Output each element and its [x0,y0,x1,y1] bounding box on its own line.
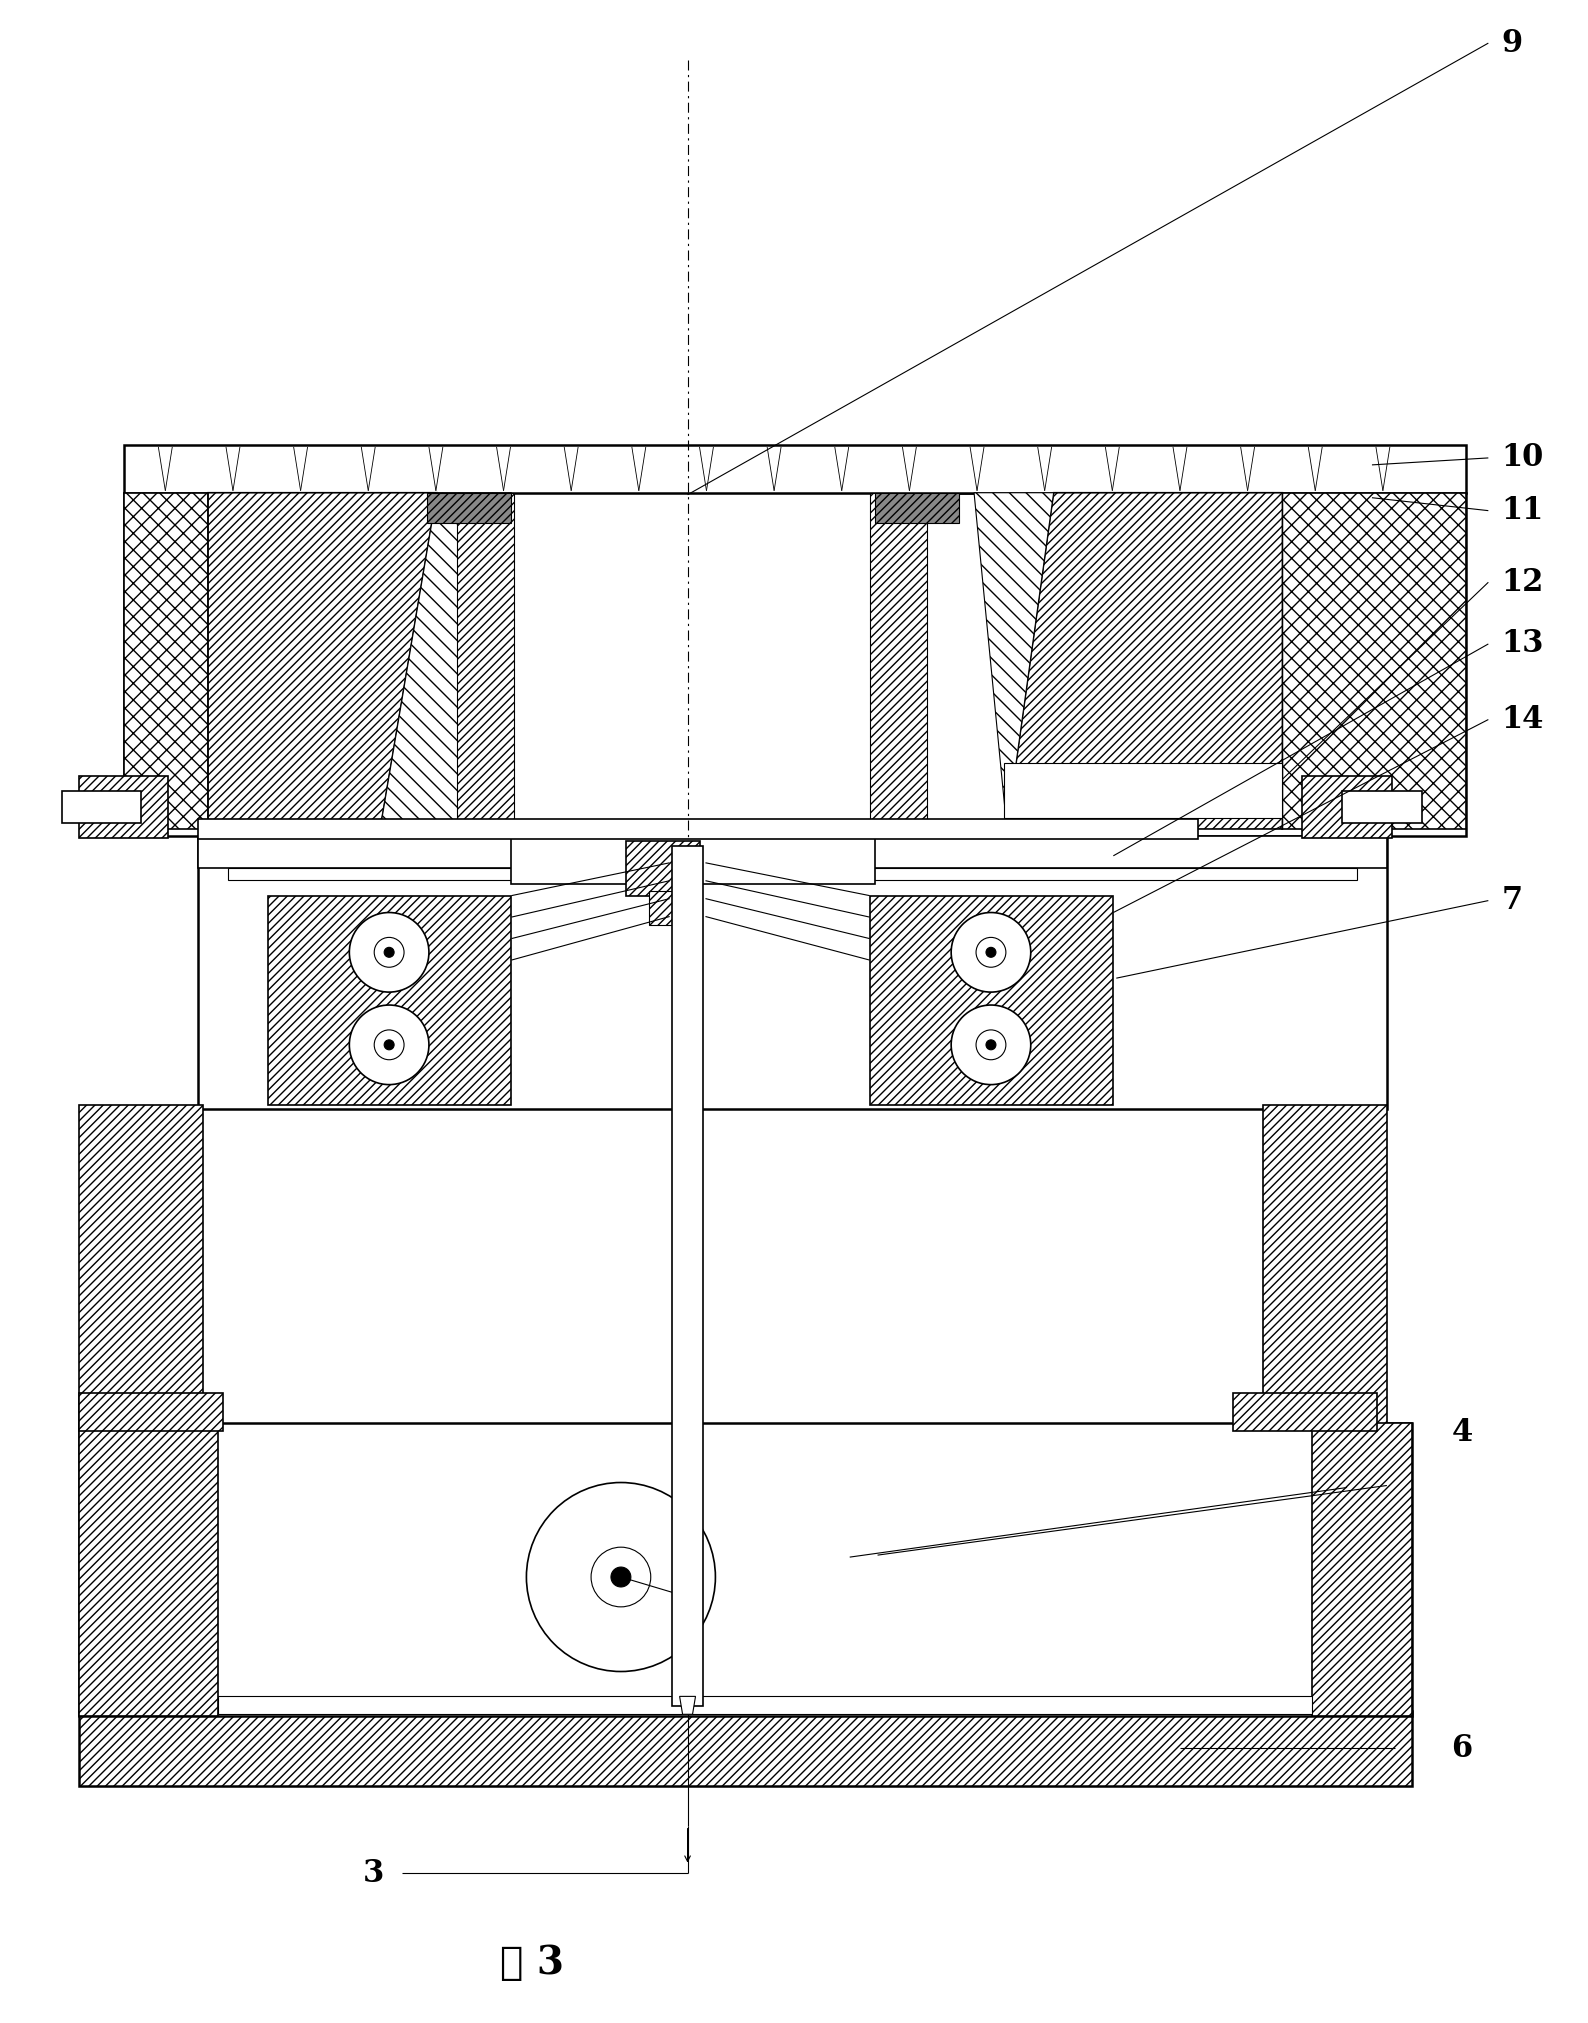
Bar [79,777,168,838]
Bar [1302,777,1391,838]
Bar [1004,763,1283,817]
Polygon shape [380,494,511,829]
Circle shape [349,1005,429,1084]
Bar [79,1394,222,1430]
Circle shape [384,1040,394,1050]
Bar [870,494,927,831]
Circle shape [986,947,996,957]
Bar [79,1711,1412,1786]
Text: 7: 7 [1501,886,1523,916]
Polygon shape [1283,494,1466,829]
Bar [511,835,875,884]
Circle shape [611,1568,630,1586]
Circle shape [986,1040,996,1050]
Bar [626,842,700,896]
Circle shape [375,1030,403,1060]
Bar [218,1697,1312,1713]
Bar [870,896,1113,1105]
Text: 10: 10 [1501,443,1544,473]
Text: 图 3: 图 3 [500,1944,564,1983]
Bar [124,494,1466,835]
Circle shape [591,1548,651,1606]
Bar [511,494,875,831]
Text: 13: 13 [1501,629,1544,659]
Bar [198,835,1386,1109]
Text: 6: 6 [1451,1732,1472,1764]
Bar [79,1105,203,1428]
Circle shape [951,1005,1031,1084]
Text: 4: 4 [1451,1418,1472,1448]
Bar [649,890,678,925]
Circle shape [349,912,429,991]
Polygon shape [1007,494,1283,829]
Bar [198,835,1386,868]
Bar [268,896,511,1105]
Text: 14: 14 [1501,704,1544,734]
Bar [79,1422,1412,1716]
Circle shape [384,947,394,957]
Bar [875,494,959,522]
Bar [1342,791,1421,823]
Bar [427,494,511,522]
Bar [198,819,1197,840]
Bar [229,868,1358,880]
Bar [672,846,703,1705]
Text: 12: 12 [1501,566,1544,597]
Text: 3: 3 [362,1857,384,1889]
Polygon shape [973,494,1053,829]
Polygon shape [680,1697,696,1713]
Bar [1232,1394,1377,1430]
Circle shape [977,937,1005,967]
Text: 9: 9 [1501,28,1523,59]
Polygon shape [208,494,437,829]
Bar [1312,1422,1412,1716]
Circle shape [375,937,403,967]
Circle shape [526,1483,716,1671]
Bar [124,445,1466,494]
Polygon shape [124,494,208,829]
Bar [457,494,515,831]
Circle shape [951,912,1031,991]
Circle shape [977,1030,1005,1060]
Text: 11: 11 [1501,496,1544,526]
Bar [79,1422,218,1716]
Bar [62,791,141,823]
Bar [1262,1105,1386,1428]
